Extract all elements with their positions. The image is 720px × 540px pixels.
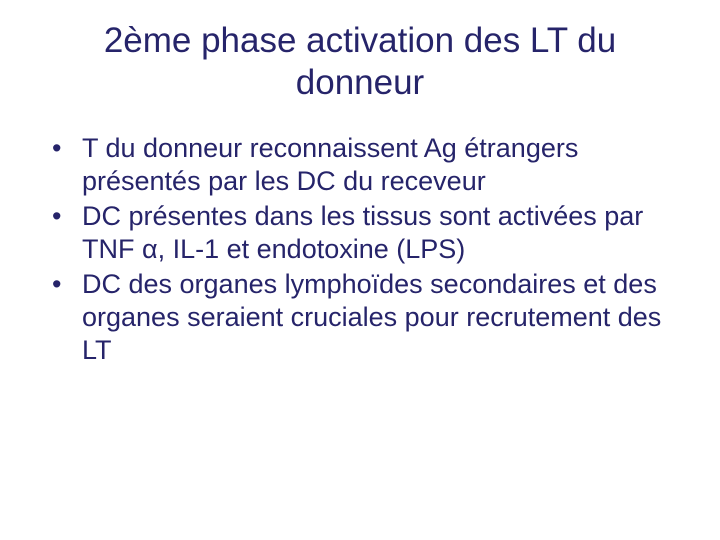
bullet-list: T du donneur reconnaissent Ag étrangers … xyxy=(40,132,680,367)
list-item: T du donneur reconnaissent Ag étrangers … xyxy=(52,132,680,198)
slide-title: 2ème phase activation des LT du donneur xyxy=(40,20,680,104)
list-item: DC présentes dans les tissus sont activé… xyxy=(52,200,680,266)
list-item: DC des organes lymphoïdes secondaires et… xyxy=(52,268,680,367)
